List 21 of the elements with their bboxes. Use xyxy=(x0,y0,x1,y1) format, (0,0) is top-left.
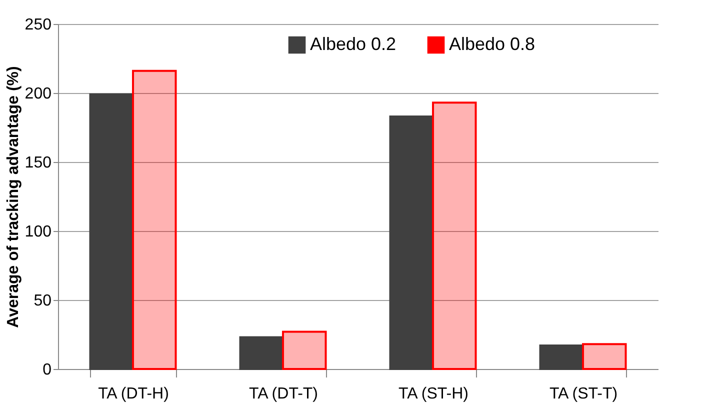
bar xyxy=(432,102,477,370)
bar xyxy=(89,93,134,370)
x-tick-label: TA (DT-T) xyxy=(248,386,318,402)
y-tick-label: 200 xyxy=(24,86,52,102)
y-tick-label: 0 xyxy=(42,362,52,378)
x-tick-label: TA (ST-T) xyxy=(549,386,618,402)
bar xyxy=(389,115,434,370)
bar xyxy=(132,70,177,370)
y-tick-label: 250 xyxy=(24,16,52,34)
bar xyxy=(582,343,627,370)
y-tick-label: 150 xyxy=(24,154,52,172)
x-tick-label: TA (DT-H) xyxy=(98,386,169,402)
bar xyxy=(539,344,584,370)
y-tick-label: 50 xyxy=(34,292,52,310)
legend-label: Albedo 0.8 xyxy=(449,34,536,54)
y-tick-label: 100 xyxy=(24,224,52,240)
bar xyxy=(239,336,284,370)
bar xyxy=(282,330,327,370)
x-tick-label: TA (ST-H) xyxy=(398,386,468,402)
legend-label: Albedo 0.2 xyxy=(310,34,396,54)
y-axis-title: Average of tracking advantage (%) xyxy=(4,66,22,328)
